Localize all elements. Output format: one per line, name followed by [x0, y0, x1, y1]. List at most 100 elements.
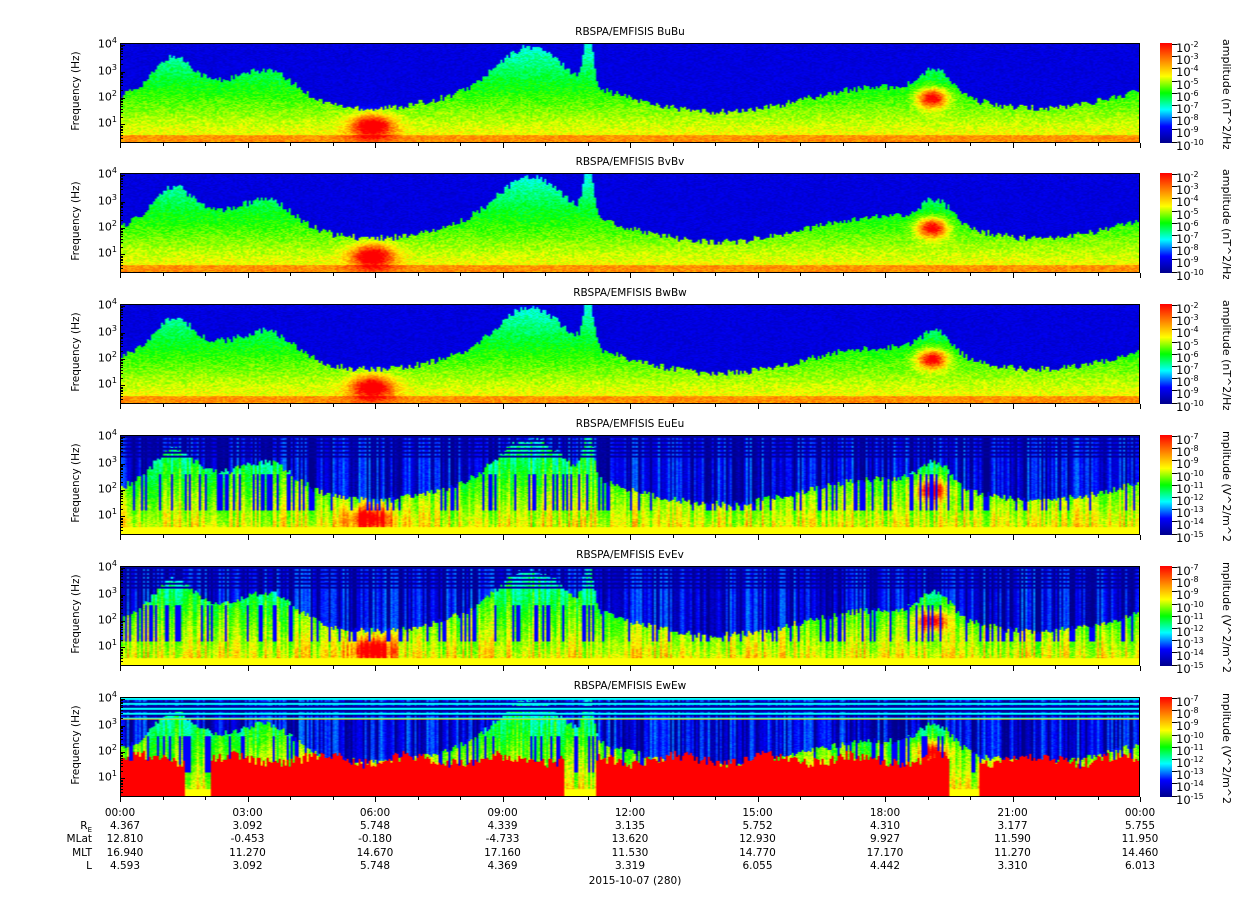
tick-exponent: 3: [111, 62, 117, 72]
y-minor-tick: [120, 495, 123, 497]
colorbar-tick: [1172, 710, 1177, 712]
x-tick: [970, 143, 971, 146]
y-minor-tick: [120, 703, 123, 705]
tick-exponent: -3: [1190, 52, 1199, 62]
x-tick: [970, 666, 971, 669]
colorbar-tick: [1172, 533, 1177, 535]
tick-exponent: -2: [1190, 170, 1199, 179]
y-minor-tick: [120, 311, 123, 313]
x-tick: [247, 273, 249, 278]
colorbar-tick: [1172, 448, 1177, 450]
y-minor-tick: [120, 235, 123, 237]
tick-exponent: -4: [1190, 194, 1199, 204]
date-label: 2015-10-07 (280): [588, 875, 682, 887]
tick-exponent: -14: [1190, 648, 1204, 658]
colorbar-tick-label: 10-5: [1176, 206, 1199, 222]
y-minor-tick: [120, 238, 123, 240]
spectrogram-panel: [120, 43, 1140, 143]
y-minor-tick: [120, 658, 123, 660]
tick-exponent: 4: [111, 166, 117, 176]
colorbar-tick-label: 10-9: [1176, 386, 1199, 402]
ephemeris-value: 3.310: [997, 859, 1028, 872]
colorbar-tick: [1172, 378, 1177, 380]
colorbar-tick: [1172, 509, 1177, 511]
y-minor-tick: [120, 340, 123, 342]
y-minor-tick: [120, 598, 123, 600]
x-tick: [120, 143, 121, 148]
x-tick: [375, 535, 376, 540]
x-tick: [927, 535, 929, 538]
ephemeris-value: -4.733: [485, 833, 520, 846]
colorbar-tick: [1172, 783, 1177, 785]
colorbar-tick: [1172, 353, 1177, 355]
x-tick: [545, 404, 546, 407]
x-tick: [1097, 535, 1099, 538]
spectrogram-heatmap: [121, 44, 1139, 142]
x-tick: [460, 666, 461, 669]
x-tick-label: 12:00: [614, 807, 646, 819]
colorbar-tick: [1172, 341, 1177, 343]
panel-title: RBSPA/EMFISIS BuBu: [575, 26, 685, 38]
y-minor-tick: [120, 363, 123, 365]
x-tick: [587, 535, 589, 538]
y-minor-tick: [120, 55, 123, 57]
y-minor-tick: [120, 744, 123, 746]
ephemeris-value: 11.590: [994, 833, 1031, 846]
x-tick: [1097, 404, 1099, 407]
colorbar-tick-label: 10-8: [1176, 706, 1199, 722]
y-minor-tick: [120, 102, 123, 104]
y-minor-tick: [120, 503, 123, 505]
y-minor-tick: [120, 207, 123, 209]
tick-exponent: -8: [1190, 444, 1199, 454]
y-minor-tick: [120, 753, 123, 755]
y-minor-tick: [120, 393, 123, 395]
x-tick: [1140, 666, 1141, 671]
x-tick: [162, 666, 164, 669]
ephemeris-value: 11.270: [229, 846, 266, 859]
y-tick-label: 102: [97, 350, 117, 365]
y-minor-tick: [120, 319, 123, 321]
tick-exponent: -10: [1190, 730, 1204, 740]
colorbar-tick: [1172, 198, 1177, 200]
y-minor-tick: [120, 338, 123, 340]
colorbar-tick-label: 10-11: [1176, 480, 1204, 496]
y-minor-tick: [120, 108, 123, 110]
y-minor-tick: [120, 230, 123, 232]
x-tick: [630, 404, 631, 409]
y-tick-label: 104: [97, 36, 117, 51]
y-minor-tick: [120, 212, 123, 214]
tick-exponent: 4: [111, 297, 117, 307]
tick-exponent: -3: [1190, 182, 1199, 192]
tick-exponent: 1: [111, 507, 117, 517]
x-tick: [162, 535, 164, 538]
x-tick: [715, 797, 716, 800]
tick-exponent: -5: [1190, 206, 1199, 216]
colorbar-tick-label: 10-6: [1176, 349, 1199, 365]
x-tick: [205, 666, 206, 669]
y-minor-tick: [120, 307, 123, 309]
ephemeris-value: 17.160: [484, 846, 521, 859]
colorbar-tick-label: 10-7: [1176, 432, 1199, 447]
y-minor-tick: [120, 215, 123, 217]
x-tick: [630, 143, 631, 148]
x-tick-label: 00:00: [104, 807, 136, 819]
tick-exponent: 4: [111, 690, 117, 700]
tick-exponent: -11: [1190, 742, 1204, 752]
x-tick: [1140, 797, 1141, 802]
y-minor-tick: [120, 177, 123, 179]
tick-exponent: -12: [1190, 493, 1204, 502]
tick-exponent: -15: [1190, 529, 1204, 539]
y-minor-tick: [120, 700, 123, 702]
x-tick: [332, 666, 334, 669]
tick-exponent: 3: [111, 716, 117, 726]
x-tick: [800, 143, 801, 146]
y-minor-tick: [120, 733, 123, 735]
tick-exponent: -7: [1190, 101, 1199, 110]
x-tick: [800, 666, 801, 669]
y-minor-tick: [120, 316, 123, 318]
tick-exponent: -7: [1190, 432, 1199, 441]
y-tick-label: 103: [97, 192, 117, 208]
y-minor-tick: [120, 786, 123, 788]
colorbar-tick-label: 10-5: [1176, 337, 1199, 353]
y-tick-label: 103: [97, 323, 117, 339]
